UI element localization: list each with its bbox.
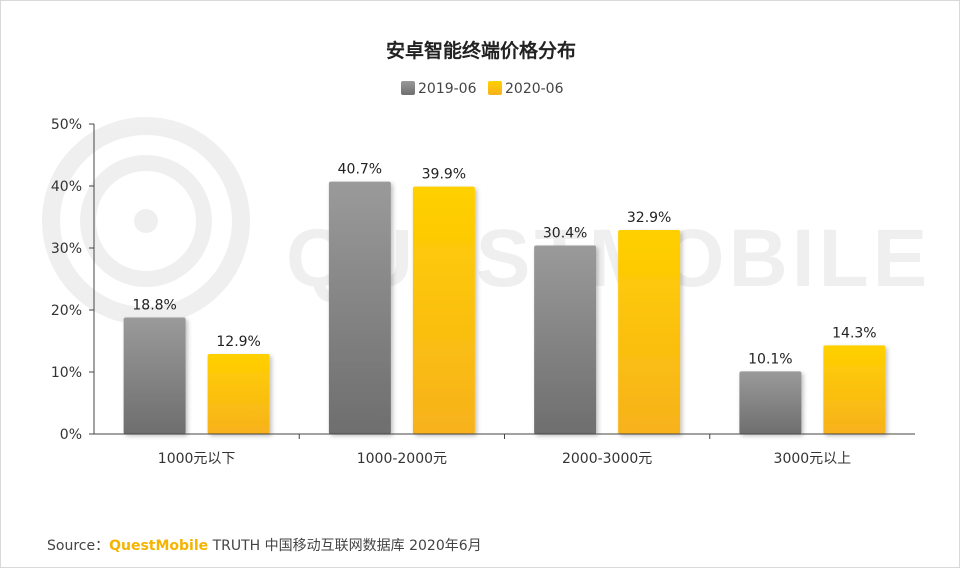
legend-swatch [401, 81, 415, 95]
bar-series-1 [123, 317, 186, 434]
bar-series-1 [739, 371, 802, 434]
chart-canvas: QUESTMOBILE 安卓智能终端价格分布 2019-06 2020-06 0%… [42, 39, 931, 467]
y-tick-label: 10% [51, 365, 82, 381]
source-brand: QuestMobile [109, 538, 209, 554]
x-tick-label: 2000-3000元 [562, 451, 652, 467]
x-tick-label: 1000-2000元 [357, 451, 447, 467]
legend-label: 2019-06 [418, 81, 477, 97]
y-tick-label: 50% [51, 117, 82, 133]
data-label: 14.3% [832, 325, 876, 341]
bar-series-2 [618, 230, 681, 434]
bar-series-1 [534, 245, 597, 434]
data-label: 32.9% [627, 210, 671, 226]
x-tick-label: 3000元以上 [774, 451, 852, 467]
data-labels: 18.8% 12.9% 40.7% 39.9% 30.4% 32.9% 10.1% 14.3% [132, 162, 876, 368]
x-tick-label: 1000元以下 [158, 451, 236, 467]
source-suffix: TRUTH 中国移动互联网数据库 2020年6月 [208, 538, 482, 554]
y-tick-label: 40% [51, 179, 82, 195]
legend-label: 2020-06 [505, 81, 564, 97]
bars [123, 181, 886, 434]
bar-series-2 [207, 354, 270, 434]
x-axis: 1000元以下 1000-2000元 2000-3000元 3000元以上 [94, 433, 915, 467]
source-note: Source：QuestMobile TRUTH 中国移动互联网数据库 2020… [47, 535, 482, 555]
legend: 2019-06 2020-06 [401, 81, 564, 97]
data-label: 12.9% [216, 334, 260, 350]
bar-series-2 [823, 345, 886, 434]
y-tick-label: 20% [51, 303, 82, 319]
y-axis: 0% 10% 20% 30% 40% 50% [51, 117, 95, 443]
data-label: 10.1% [748, 351, 792, 367]
watermark-logo: QUESTMOBILE [42, 117, 931, 325]
data-label: 39.9% [422, 167, 466, 183]
y-tick-label: 0% [60, 427, 82, 443]
y-tick-label: 30% [51, 241, 82, 257]
data-label: 18.8% [132, 297, 176, 313]
bar-series-1 [328, 181, 391, 434]
chart-title: 安卓智能终端价格分布 [386, 39, 576, 62]
source-prefix: Source： [47, 538, 110, 554]
watermark-text: QUESTMOBILE [286, 213, 931, 304]
bar-series-2 [412, 186, 475, 434]
legend-swatch [488, 81, 502, 95]
data-label: 30.4% [543, 226, 587, 242]
data-label: 40.7% [338, 162, 382, 178]
